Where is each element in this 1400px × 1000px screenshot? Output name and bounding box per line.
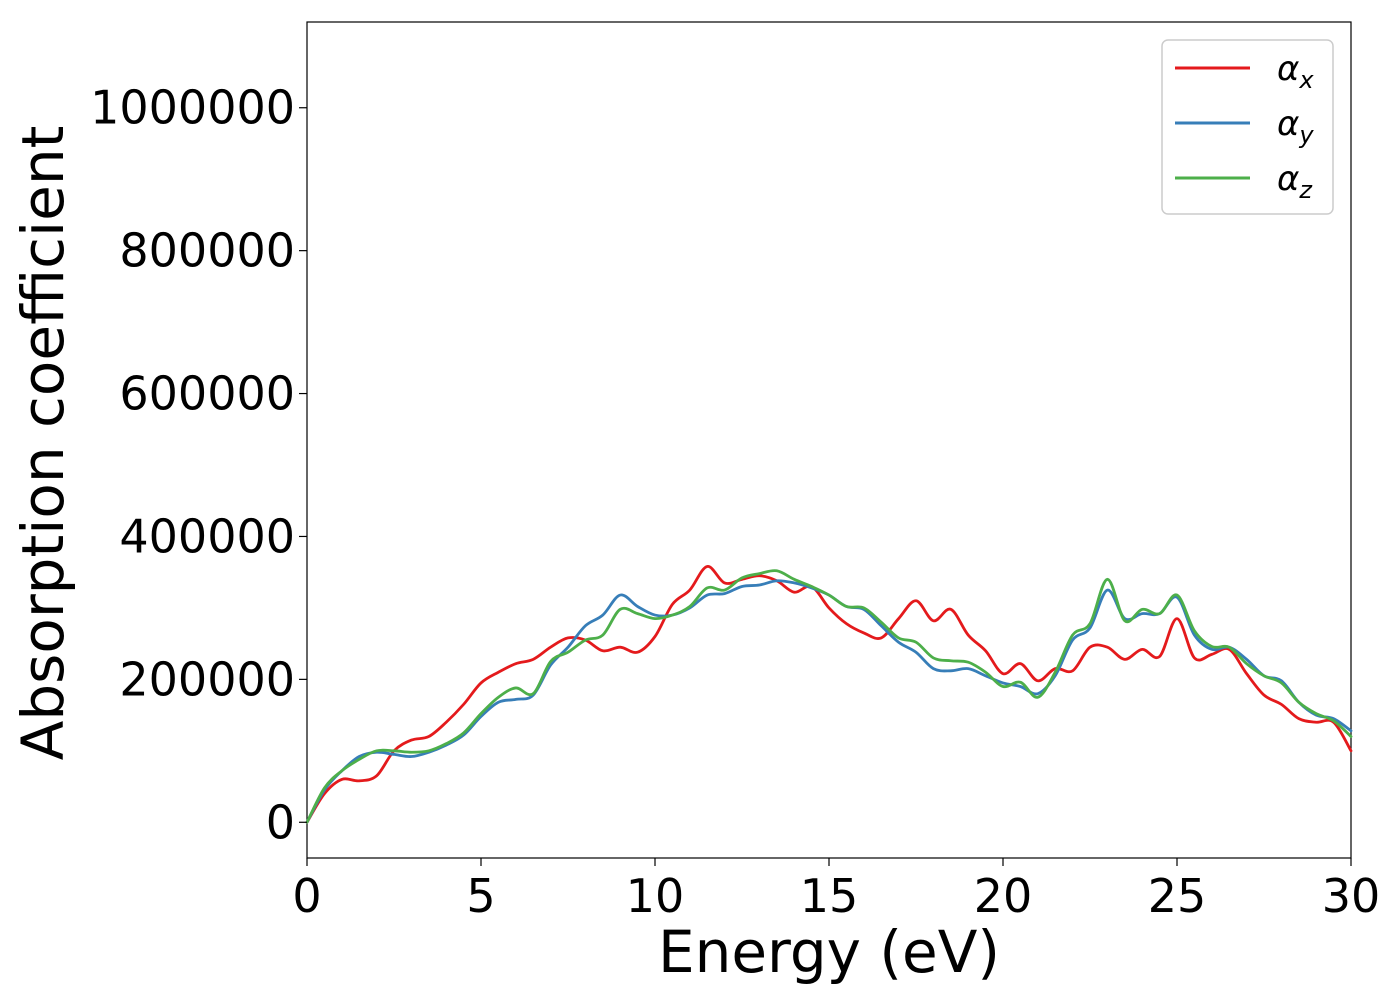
x-axis-label: Energy (eV) <box>658 918 1000 986</box>
y-tick-label: 400000 <box>119 509 295 563</box>
x-tick-label: 5 <box>466 869 495 923</box>
series-layer <box>305 565 1353 824</box>
y-tick-label: 800000 <box>119 224 295 278</box>
series-line-z <box>305 569 1353 824</box>
x-tick-label: 20 <box>974 869 1033 923</box>
x-tick-label: 0 <box>292 869 321 923</box>
legend-items: αx αy αz <box>1175 49 1314 204</box>
y-tick-label: 600000 <box>119 367 295 421</box>
x-tick-label: 15 <box>800 869 859 923</box>
legend-label-y: αy <box>1277 104 1314 149</box>
y-tick-label: 1000000 <box>90 81 295 135</box>
series-line-x <box>305 565 1353 824</box>
legend-label-x: αx <box>1277 49 1314 94</box>
legend-box <box>1161 39 1334 215</box>
legend-label-z: αz <box>1277 159 1313 204</box>
x-tick-label: 10 <box>626 869 685 923</box>
y-axis-label: Absorption coefficient <box>9 126 77 761</box>
legend: αx αy αz <box>1161 39 1334 215</box>
x-tick-label: 25 <box>1148 869 1207 923</box>
x-ticks: 0 5 10 15 20 25 30 <box>292 858 1380 923</box>
y-tick-label: 0 <box>266 795 295 849</box>
y-tick-label: 200000 <box>119 652 295 706</box>
y-ticks: 0 200000 400000 600000 800000 1000000 <box>90 81 307 849</box>
x-tick-label: 30 <box>1322 869 1381 923</box>
